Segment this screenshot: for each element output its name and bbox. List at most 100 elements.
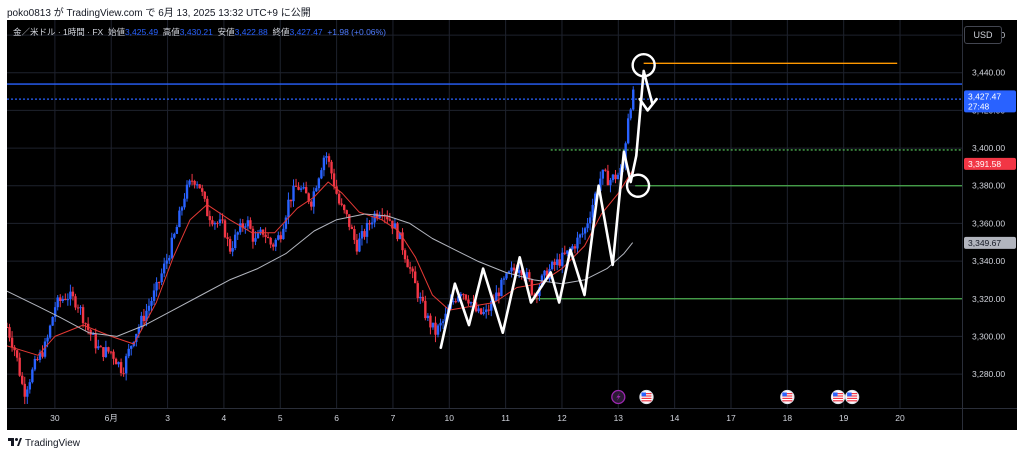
flag-canton — [847, 392, 852, 397]
candle-body — [155, 282, 158, 291]
candle-body — [99, 346, 103, 348]
candle-body — [378, 215, 381, 218]
candle-body — [599, 178, 602, 192]
candle-body — [576, 237, 579, 249]
candle-body — [145, 310, 148, 322]
time-tick-label: 4 — [222, 413, 227, 423]
candle-body — [119, 362, 123, 374]
candle-body — [66, 299, 70, 301]
candle-body — [299, 188, 303, 190]
currency-button[interactable]: USD — [964, 26, 1002, 44]
candle-body — [150, 300, 153, 306]
candle-body — [401, 232, 404, 251]
countdown-label-text: 27:48 — [968, 101, 990, 111]
candle-body — [586, 223, 589, 229]
candle-body — [340, 203, 343, 205]
candle-body — [233, 234, 237, 249]
candle-body — [26, 389, 29, 397]
high-label: 高値 — [162, 27, 180, 37]
candle-body — [59, 297, 62, 301]
flag-canton — [833, 392, 838, 397]
candle-body — [41, 352, 44, 357]
candle-body — [122, 373, 125, 375]
time-tick-label: 14 — [670, 413, 680, 423]
candle-body — [76, 307, 80, 309]
candle-body — [413, 271, 417, 284]
candle-body — [124, 356, 128, 374]
candle-body — [578, 234, 582, 238]
candle-body — [38, 352, 42, 360]
candle-body — [203, 191, 206, 199]
candle-body — [152, 290, 156, 301]
price-label-text: 3,349.67 — [968, 238, 1001, 248]
candle-body — [249, 220, 252, 229]
tradingview-logo-text: TradingView — [25, 438, 81, 449]
candle-body — [370, 222, 374, 225]
candle-body — [74, 296, 77, 308]
candle-body — [31, 369, 34, 383]
candle-body — [137, 327, 141, 334]
candle-body — [510, 267, 513, 272]
price-label-text: 3,427.47 — [968, 91, 1001, 101]
change-value: +1.98 (+0.06%) — [327, 27, 386, 37]
candle-body — [157, 282, 161, 284]
time-tick-label: 20 — [895, 413, 905, 423]
candle-body — [81, 307, 85, 324]
candle-body — [239, 223, 242, 233]
candle-body — [109, 351, 113, 353]
candle-body — [8, 327, 11, 338]
candle-body — [434, 322, 437, 335]
circle-marker — [631, 53, 656, 78]
candle-body — [201, 188, 204, 192]
candle-body — [97, 346, 100, 349]
candle-body — [297, 186, 300, 190]
tradingview-logo[interactable]: TradingView — [8, 437, 80, 449]
candle-body — [223, 220, 227, 238]
candle-body — [89, 329, 92, 335]
candle-body — [221, 219, 224, 221]
candle-body — [561, 252, 564, 266]
publish-header: poko0813 が TradingView.com で 6月 13, 2025… — [0, 0, 1024, 20]
close-value: 3,427.47 — [289, 27, 323, 37]
candle-body — [343, 204, 346, 211]
candle-body — [43, 341, 47, 357]
flag-stripe — [782, 400, 793, 402]
candle-body — [320, 170, 323, 179]
candle-body — [571, 246, 574, 250]
flag-stripe — [847, 393, 858, 395]
candle-body — [594, 193, 597, 205]
candle-body — [218, 219, 222, 223]
footer: TradingView — [0, 430, 1024, 457]
candle-body — [327, 156, 331, 162]
flag-stripe — [782, 397, 793, 399]
candle-body — [28, 382, 32, 390]
candle-body — [107, 347, 110, 352]
us-flag-event-icon — [830, 389, 846, 405]
candle-body — [302, 187, 305, 189]
candle-body — [482, 312, 485, 315]
time-tick-label: 13 — [614, 413, 624, 423]
candle-body — [287, 199, 290, 218]
price-label-box — [964, 236, 1016, 249]
time-tick-label: 17 — [726, 413, 736, 423]
chart-area[interactable]: 3,460.003,440.003,420.003,400.003,380.00… — [7, 20, 1017, 430]
price-tick-label: 3,380.00 — [972, 181, 1005, 191]
candle-body — [517, 270, 521, 273]
high-value: 3,430.21 — [179, 27, 213, 37]
time-tick-label: 5 — [278, 413, 283, 423]
candle-body — [566, 250, 569, 254]
price-chart[interactable]: 3,460.003,440.003,420.003,400.003,380.00… — [7, 20, 1017, 430]
candle-body — [13, 347, 16, 351]
zigzag-drawing — [439, 69, 654, 349]
candle-body — [51, 316, 54, 326]
candle-body — [188, 180, 191, 185]
candle-body — [162, 263, 166, 274]
symbol-label[interactable]: 金／米ドル · 1時間 · FX — [13, 27, 104, 37]
flag-stripe — [847, 395, 858, 397]
flag-stripe — [641, 395, 652, 397]
candle-body — [457, 296, 460, 302]
price-tick-label: 3,340.00 — [972, 256, 1005, 266]
candle-body — [563, 252, 566, 254]
time-tick-label: 30 — [50, 413, 60, 423]
flag-circle — [639, 389, 654, 405]
